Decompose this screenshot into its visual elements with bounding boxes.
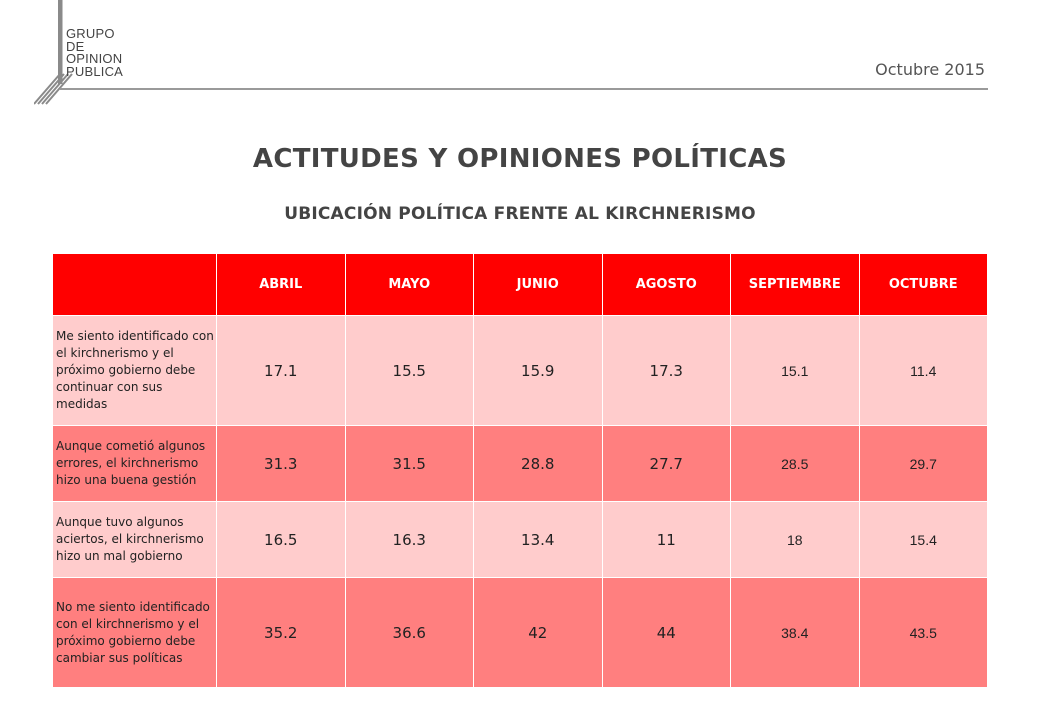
header-octubre: OCTUBRE: [858, 253, 988, 316]
header-agosto: AGOSTO: [601, 253, 731, 316]
table-header-row: ABRIL MAYO JUNIO AGOSTO SEPTIEMBRE OCTUB…: [52, 253, 988, 316]
table-row: Aunque tuvo algunos aciertos, el kirchne…: [52, 501, 988, 578]
cell-value: 11: [601, 501, 731, 578]
cell-value: 15.4: [858, 501, 988, 578]
cell-value: 18: [730, 501, 860, 578]
cell-value: 43.5: [858, 577, 988, 688]
header-divider: [60, 88, 988, 90]
cell-value: 15.5: [344, 315, 474, 426]
logo-line-4: PUBLICA: [66, 63, 124, 79]
cell-value: 28.5: [730, 425, 860, 502]
header-corner: [52, 253, 217, 316]
logo-mark-icon: [33, 0, 73, 105]
page-title: ACTITUDES Y OPINIONES POLÍTICAS: [252, 144, 788, 174]
cell-value: 15.1: [730, 315, 860, 426]
header-junio: JUNIO: [473, 253, 603, 316]
header-septiembre: SEPTIEMBRE: [730, 253, 860, 316]
logo-line-3: OPINION: [66, 51, 123, 66]
row-label: Me siento identificado con el kirchneris…: [52, 315, 217, 426]
table-row: Me siento identificado con el kirchneris…: [52, 315, 988, 426]
cell-value: 31.5: [344, 425, 474, 502]
cell-value: 44: [601, 577, 731, 688]
logo-line-2: DE: [66, 38, 85, 54]
logo-text: GRUPO DE OPINION PUBLICA: [66, 26, 124, 79]
cell-value: 11.4: [858, 315, 988, 426]
logo-line-1: GRUPO: [66, 26, 115, 41]
page-subtitle: UBICACIÓN POLÍTICA FRENTE AL KIRCHNERISM…: [284, 204, 756, 224]
cell-value: 38.4: [730, 577, 860, 688]
logo: [33, 0, 164, 108]
cell-value: 17.3: [601, 315, 731, 426]
cell-value: 15.9: [473, 315, 603, 426]
cell-value: 28.8: [473, 425, 603, 502]
cell-value: 27.7: [601, 425, 731, 502]
cell-value: 16.3: [344, 501, 474, 578]
cell-value: 13.4: [473, 501, 603, 578]
table-row: Aunque cometió algunos errores, el kirch…: [52, 425, 988, 502]
row-label: No me siento identificado con el kirchne…: [52, 577, 217, 688]
header-mayo: MAYO: [344, 253, 474, 316]
cell-value: 29.7: [858, 425, 988, 502]
table-row: No me siento identificado con el kirchne…: [52, 577, 988, 688]
header-abril: ABRIL: [216, 253, 346, 316]
opinion-table: ABRIL MAYO JUNIO AGOSTO SEPTIEMBRE OCTUB…: [52, 253, 988, 688]
cell-value: 16.5: [216, 501, 346, 578]
cell-value: 35.2: [216, 577, 346, 688]
cell-value: 42: [473, 577, 603, 688]
cell-value: 17.1: [216, 315, 346, 426]
cell-value: 36.6: [344, 577, 474, 688]
cell-value: 31.3: [216, 425, 346, 502]
row-label: Aunque cometió algunos errores, el kirch…: [52, 425, 217, 502]
row-label: Aunque tuvo algunos aciertos, el kirchne…: [52, 501, 217, 578]
report-date: Octubre 2015: [875, 60, 985, 79]
